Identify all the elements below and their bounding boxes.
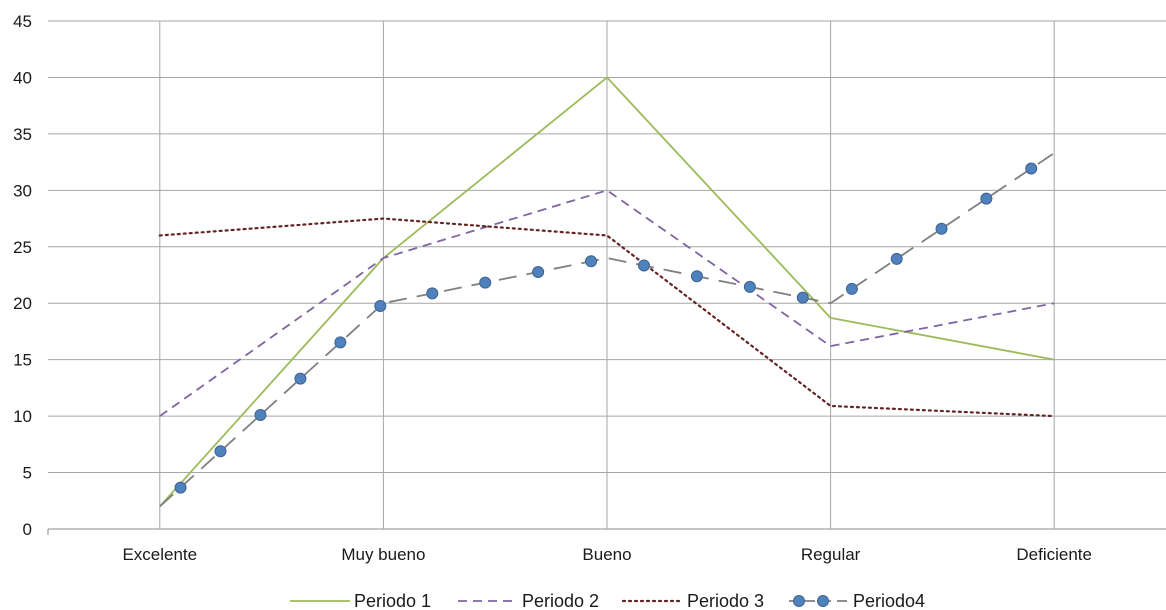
series-line	[158, 217, 1056, 418]
x-axis: Excelente Muy bueno Bueno Regular Deficiente	[122, 545, 1092, 564]
data-point-marker	[585, 255, 598, 268]
data-point-marker	[743, 280, 756, 293]
legend: Periodo 1 Periodo 2 Periodo 3 Periodo4	[290, 591, 925, 610]
x-tick-label: Excelente	[122, 545, 197, 564]
y-tick-label: 25	[13, 238, 32, 257]
data-point-marker	[426, 287, 439, 300]
x-tick-label: Regular	[801, 545, 861, 564]
x-tick-label: Deficiente	[1016, 545, 1092, 564]
y-tick-label: 45	[13, 12, 32, 31]
series-line	[159, 189, 1055, 417]
legend-item: Periodo4	[789, 591, 925, 610]
data-point-marker	[294, 372, 307, 385]
legend-item: Periodo 2	[458, 591, 599, 610]
data-point-marker	[532, 265, 545, 278]
data-point-marker	[479, 276, 492, 289]
gridlines	[47, 20, 1166, 535]
y-tick-label: 40	[13, 68, 32, 87]
y-tick-label: 20	[13, 294, 32, 313]
series-2	[159, 189, 1055, 417]
data-point-marker	[334, 336, 347, 349]
series-line	[159, 152, 1055, 508]
series-3	[158, 217, 1056, 418]
data-point-marker	[845, 282, 858, 295]
data-point-marker	[980, 192, 993, 205]
legend-label: Periodo 3	[687, 591, 764, 610]
y-axis: 0 5 10 15 20 25 30 35 40 45	[13, 12, 32, 539]
y-tick-label: 35	[13, 125, 32, 144]
legend-item: Periodo 1	[290, 591, 431, 610]
y-tick-label: 10	[13, 407, 32, 426]
data-point-marker	[638, 259, 651, 272]
data-point-marker	[1025, 162, 1038, 175]
data-point-marker	[890, 252, 903, 265]
legend-label: Periodo4	[853, 591, 925, 610]
legend-marker	[793, 595, 805, 607]
data-point-marker	[214, 445, 227, 458]
data-point-marker	[690, 270, 703, 283]
data-point-marker	[935, 222, 948, 235]
legend-marker	[817, 595, 829, 607]
legend-item: Periodo 3	[621, 591, 764, 610]
series-lines	[158, 76, 1056, 508]
y-tick-label: 0	[23, 520, 32, 539]
y-tick-label: 30	[13, 181, 32, 200]
data-point-marker	[174, 481, 187, 494]
legend-label: Periodo 2	[522, 591, 599, 610]
data-point-marker	[374, 300, 387, 313]
legend-label: Periodo 1	[354, 591, 431, 610]
y-tick-label: 15	[13, 351, 32, 370]
series-4	[159, 152, 1055, 508]
y-tick-label: 5	[23, 464, 32, 483]
data-point-marker	[254, 408, 267, 421]
x-tick-label: Bueno	[582, 545, 631, 564]
data-point-marker	[796, 291, 809, 304]
x-tick-label: Muy bueno	[341, 545, 425, 564]
